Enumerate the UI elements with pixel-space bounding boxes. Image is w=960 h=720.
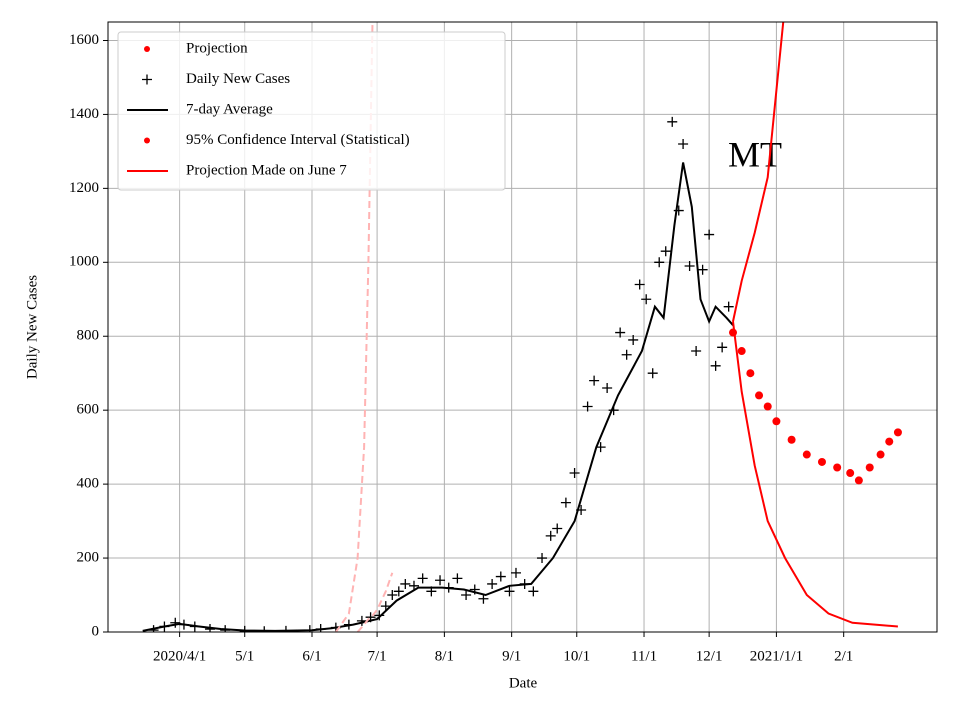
average-line: [142, 162, 734, 632]
case-point: [628, 334, 639, 345]
projection-point: [787, 435, 796, 444]
x-tick-label: 7/1: [368, 648, 387, 664]
case-point: [435, 575, 446, 586]
case-point: [641, 294, 652, 305]
case-point: [691, 346, 702, 357]
legend-label: 95% Confidence Interval (Statistical): [186, 132, 410, 148]
legend-marker: [144, 46, 150, 52]
projection-point: [729, 328, 738, 337]
case-point: [621, 349, 632, 360]
case-point: [461, 590, 472, 601]
case-point: [170, 617, 181, 628]
x-tick-label: 8/1: [435, 648, 454, 664]
case-point: [684, 261, 695, 271]
case-point: [452, 573, 463, 584]
case-point: [717, 342, 728, 353]
projection-point: [846, 469, 855, 478]
projection-point: [833, 463, 842, 472]
y-tick-label: 600: [77, 402, 100, 418]
projection-point: [893, 428, 902, 437]
projection-point: [737, 347, 746, 356]
case-point: [704, 229, 715, 240]
interval-upper: [732, 22, 785, 322]
case-point: [678, 139, 689, 149]
legend-marker: [144, 137, 150, 144]
case-point: [495, 571, 506, 582]
case-point: [647, 368, 658, 379]
x-tick-label: 2020/4/1: [153, 648, 206, 664]
case-point: [504, 586, 515, 597]
legend-label: Projection Made on June 7: [186, 162, 347, 178]
y-tick-label: 800: [77, 328, 100, 344]
y-axis-label: Daily New Cases: [24, 275, 40, 379]
case-point: [387, 590, 398, 601]
case-point: [654, 257, 665, 268]
legend-label: Projection: [186, 40, 248, 56]
case-point: [660, 246, 671, 257]
plot-frame: [107, 21, 938, 633]
x-tick-label: 12/1: [696, 648, 723, 664]
case-point: [582, 401, 593, 412]
case-point: [560, 497, 571, 508]
projection-point: [876, 450, 885, 459]
legend-label: 7-day Average: [186, 101, 273, 117]
projection-point: [746, 369, 755, 378]
case-point: [589, 375, 600, 386]
projection-point: [817, 457, 826, 466]
interval-upper: [335, 22, 374, 632]
case-point: [400, 578, 411, 589]
case-point: [380, 601, 391, 612]
legend-label: Daily New Cases: [186, 71, 290, 87]
legend-marker: [142, 74, 152, 85]
case-point: [723, 301, 734, 312]
projection-point: [802, 450, 811, 459]
y-tick-label: 1400: [69, 106, 99, 122]
x-tick-label: 2021/1/1: [750, 648, 803, 664]
case-point: [545, 530, 556, 541]
case-point: [667, 116, 678, 127]
x-axis-label: Date: [509, 675, 538, 691]
projection-point: [755, 391, 764, 400]
case-point: [510, 567, 521, 578]
y-tick-label: 0: [92, 623, 100, 639]
case-point: [602, 383, 613, 393]
legend-box: [117, 31, 506, 191]
y-tick-label: 200: [77, 549, 100, 565]
x-tick-label: 10/1: [563, 648, 590, 664]
case-point: [634, 279, 645, 290]
chart-title: MT: [728, 134, 782, 174]
y-tick-label: 1200: [69, 180, 99, 196]
case-point: [697, 264, 708, 275]
case-point: [528, 586, 539, 597]
y-tick-label: 1000: [69, 254, 99, 270]
projection-point: [865, 463, 874, 472]
case-point: [569, 468, 580, 479]
x-tick-label: 2/1: [834, 648, 853, 664]
y-tick-label: 400: [77, 476, 100, 492]
case-point: [393, 586, 404, 597]
projection-point: [885, 437, 894, 446]
case-point: [552, 523, 563, 534]
projection-point: [763, 402, 772, 411]
interval-lower: [356, 572, 394, 632]
case-point: [673, 205, 684, 216]
case-point: [615, 327, 626, 338]
projection-point: [854, 476, 863, 485]
y-tick-label: 1600: [69, 32, 99, 48]
case-point: [417, 573, 428, 584]
legend: Projection Daily New Cases 7-day Average 95…: [117, 31, 506, 191]
x-tick-label: 9/1: [502, 648, 521, 664]
case-point: [710, 360, 721, 371]
x-tick-label: 11/1: [631, 648, 657, 664]
case-point: [374, 610, 385, 621]
interval-lower: [732, 321, 898, 628]
projection-point: [772, 417, 781, 426]
x-tick-label: 6/1: [302, 648, 321, 664]
x-tick-label: 5/1: [235, 648, 254, 664]
plot-area: [142, 22, 902, 632]
case-point: [487, 578, 498, 589]
case-point: [537, 553, 548, 564]
